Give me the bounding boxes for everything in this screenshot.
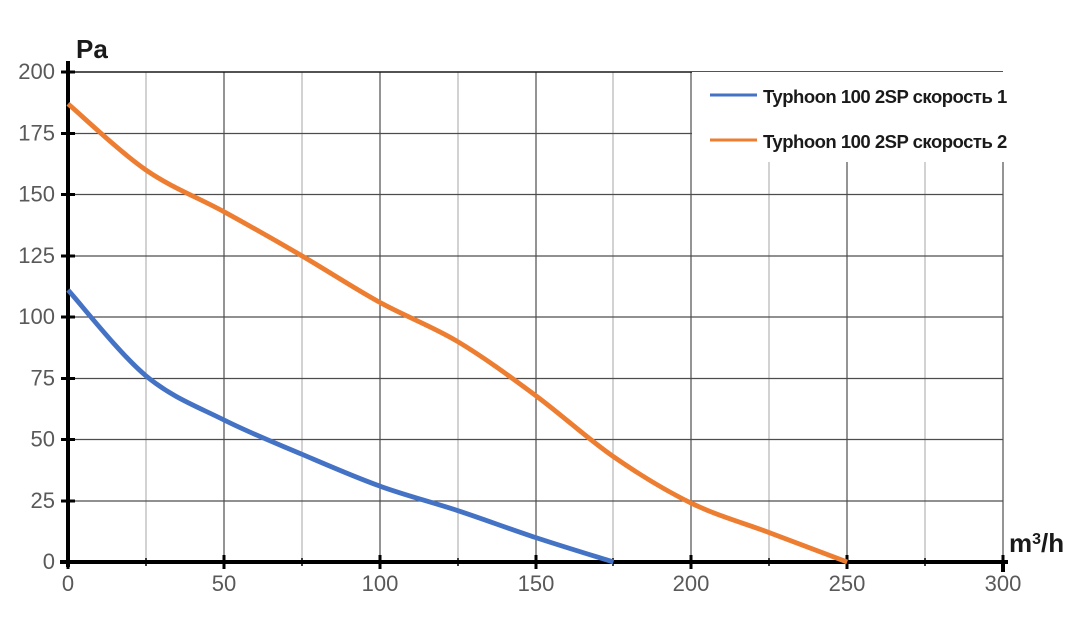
- svg-text:125: 125: [18, 243, 55, 268]
- svg-text:250: 250: [829, 571, 866, 596]
- svg-text:50: 50: [31, 427, 55, 452]
- svg-text:25: 25: [31, 488, 55, 513]
- svg-text:150: 150: [18, 182, 55, 207]
- svg-text:Typhoon 100 2SP скорость 1: Typhoon 100 2SP скорость 1: [763, 86, 1007, 107]
- svg-text:175: 175: [18, 121, 55, 146]
- svg-text:0: 0: [43, 549, 55, 574]
- svg-text:75: 75: [31, 366, 55, 391]
- svg-text:Pa: Pa: [76, 34, 108, 64]
- svg-text:200: 200: [18, 59, 55, 84]
- svg-text:Typhoon 100 2SP скорость 2: Typhoon 100 2SP скорость 2: [763, 131, 1007, 152]
- svg-text:50: 50: [212, 571, 236, 596]
- svg-text:300: 300: [985, 571, 1022, 596]
- svg-text:200: 200: [673, 571, 710, 596]
- svg-text:0: 0: [62, 571, 74, 596]
- svg-text:100: 100: [362, 571, 399, 596]
- svg-text:100: 100: [18, 304, 55, 329]
- svg-text:150: 150: [518, 571, 555, 596]
